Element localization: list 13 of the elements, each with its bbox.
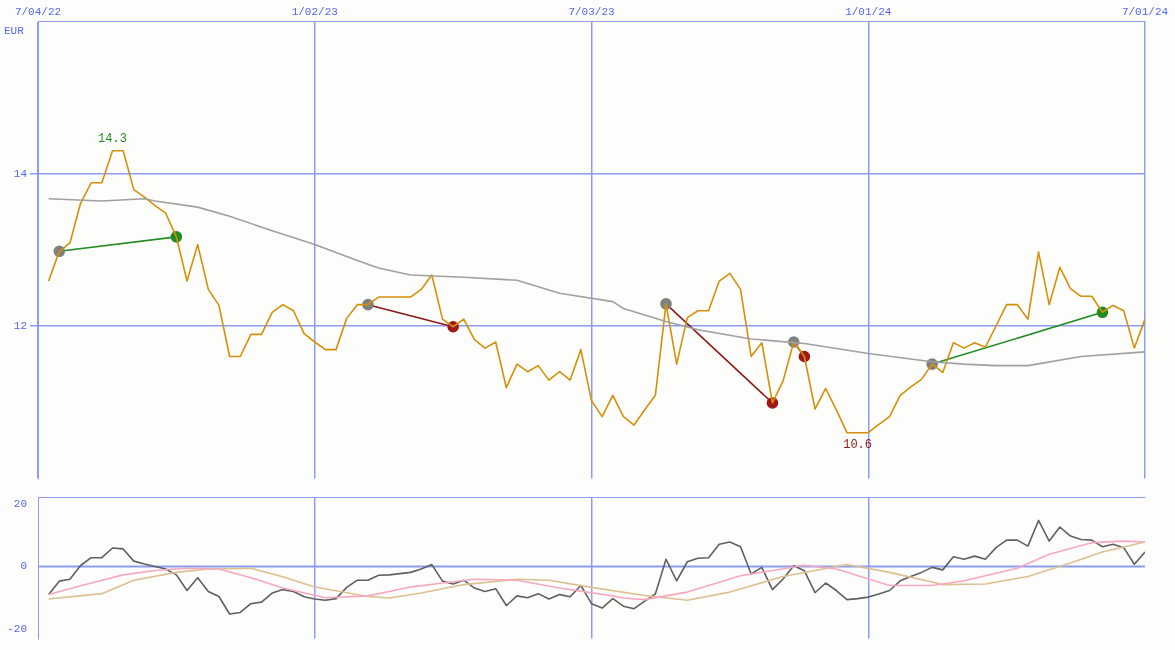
annotation: 14.3 [98,131,127,146]
x-tick-label: 7/04/22 [14,5,62,18]
y-tick-label: 14 [13,167,28,180]
y-tick-label: 12 [13,319,27,332]
y-tick-label: 20 [13,497,27,510]
x-tick-label: 7/03/23 [568,5,615,18]
y-tick-label: 0 [20,560,27,573]
x-tick-label: 1/02/23 [291,5,338,18]
y-axis-title: EUR [4,24,25,37]
y-tick-label: -20 [7,622,27,635]
annotation: 10.6 [843,437,873,452]
x-tick-label: 1/01/24 [845,5,892,18]
x-tick-label: 7/01/24 [1121,5,1169,18]
